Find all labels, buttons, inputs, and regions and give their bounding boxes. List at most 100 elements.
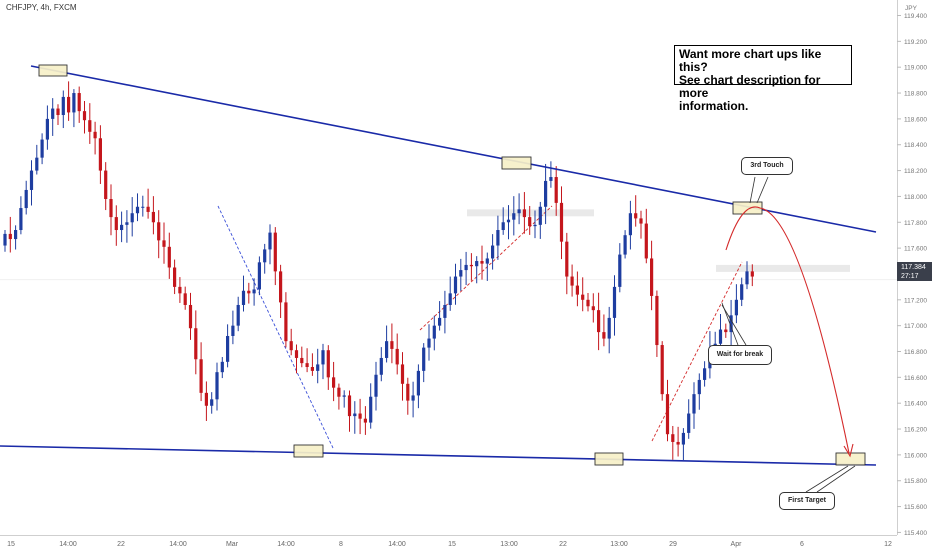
candle-body (252, 289, 256, 294)
price-tick-label: 115.800 (904, 478, 927, 485)
candle-body (369, 396, 373, 423)
candle-body (533, 224, 537, 227)
candle-body (395, 348, 399, 365)
candle-body (56, 108, 60, 116)
time-tick-label: 13:00 (610, 541, 628, 548)
candle-body (135, 206, 140, 214)
candle-body (565, 241, 569, 277)
candle-body (644, 223, 648, 259)
candle-body (581, 294, 585, 300)
candle-body (453, 276, 458, 294)
candle-body (607, 317, 611, 339)
price-tick-label: 118.000 (904, 194, 927, 201)
price-tick-label: 119.000 (904, 65, 927, 72)
candle-body (538, 206, 542, 225)
candle-body (681, 432, 685, 445)
candle-body (665, 394, 670, 435)
time-tick-label: 6 (800, 541, 804, 548)
candle-body (342, 395, 346, 397)
candle-body (146, 206, 150, 212)
candle-body (602, 332, 606, 339)
price-tick-label: 117.200 (904, 297, 927, 304)
candle-body (522, 209, 526, 218)
candle-body (273, 232, 277, 272)
candle-body (247, 290, 251, 294)
candle-body (332, 377, 336, 388)
candle-body (575, 285, 579, 295)
candle-body (671, 434, 675, 442)
time-tick-label: 15 (7, 541, 15, 548)
time-tick-label: 12 (884, 541, 892, 548)
candle-body (67, 96, 71, 113)
candle-body (194, 328, 198, 360)
last-price-tag: 117.384 27:17 (897, 262, 932, 281)
projection-arrowhead (843, 443, 854, 458)
candle-body (612, 286, 617, 318)
third-touch-callout: 3rd Touch (741, 157, 793, 175)
candle-body (114, 217, 118, 231)
price-tick-label: 115.600 (904, 504, 927, 511)
price-tick-label: 119.200 (904, 39, 927, 46)
candle-body (544, 180, 548, 207)
candle-body (167, 246, 171, 268)
candle-body (491, 245, 495, 259)
candle-body (528, 217, 532, 227)
touch-box (501, 156, 532, 170)
candle-body (61, 96, 65, 116)
candle-body (501, 222, 505, 231)
candle-body (660, 345, 664, 395)
candle-body (485, 258, 489, 264)
dashed-guide-red (651, 261, 743, 442)
price-tick-label: 115.400 (904, 530, 927, 537)
candle-body (464, 264, 468, 271)
candle-body (687, 413, 691, 433)
resistance-shadows (0, 209, 897, 281)
touch-box (38, 64, 68, 77)
price-tick-label: 117.800 (904, 220, 927, 227)
callout-pointer (749, 176, 756, 204)
candle-body (77, 93, 81, 112)
candle-body (51, 108, 55, 119)
candle-body (300, 357, 304, 364)
candle-body (104, 170, 108, 200)
candle-body (82, 111, 87, 121)
price-tick-label: 118.400 (904, 142, 927, 149)
candle-body (310, 367, 314, 371)
candle-body (740, 284, 744, 300)
first-target-callout: First Target (779, 492, 835, 510)
candle-body (347, 395, 352, 417)
candle-body (697, 379, 701, 395)
candle-body (480, 261, 484, 264)
candle-body (40, 139, 44, 158)
candle-body (305, 363, 309, 368)
candle-body (379, 357, 383, 375)
candle-body (549, 177, 553, 181)
time-tick-label: Mar (226, 541, 239, 548)
candle-body (517, 209, 521, 214)
candle-body (703, 368, 707, 380)
time-tick-label: 14:00 (169, 541, 187, 548)
price-tick-label: 116.800 (904, 349, 927, 356)
candle-body (257, 262, 261, 290)
candle-body (718, 329, 723, 344)
candle-body (88, 120, 92, 132)
candle-body (597, 310, 601, 333)
touch-box (293, 444, 324, 458)
candle-body (130, 213, 134, 223)
candle-body (385, 341, 389, 358)
time-tick-label: 14:00 (277, 541, 295, 548)
candle-body (183, 293, 187, 305)
price-tick-label: 117.600 (904, 246, 927, 253)
time-axis[interactable]: 15 14:00 22 14:00 Mar 14:00 8 14:00 15 13:00 22 13:… (7, 541, 892, 548)
callout-pointer (756, 176, 769, 204)
candle-body (236, 304, 240, 326)
price-tick-label: 118.600 (904, 116, 927, 123)
wait-for-break-callout: Wait for break (708, 345, 772, 365)
time-tick-label: 14:00 (388, 541, 406, 548)
promo-box: Want more chart ups like this? See chart… (674, 45, 852, 113)
candle-body (363, 418, 367, 423)
price-tick-label: 116.200 (904, 427, 927, 434)
candle-body (591, 306, 595, 311)
time-tick-label: 22 (559, 541, 567, 548)
